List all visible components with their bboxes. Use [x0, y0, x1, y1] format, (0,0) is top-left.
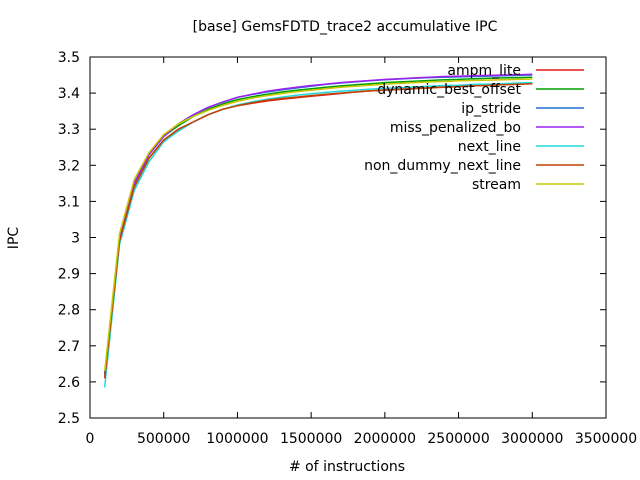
- series-line-dynamic-best-offset: [103, 76, 533, 375]
- y-tick-label: 2.9: [58, 267, 80, 283]
- x-tick-label: 3000000: [501, 431, 563, 447]
- y-tick-label: 3.2: [58, 158, 80, 174]
- series-line-stream: [103, 78, 533, 372]
- legend-label: next_line: [458, 139, 521, 155]
- legend-label: non_dummy_next_line: [364, 158, 521, 174]
- x-tick-label: 500000: [137, 431, 190, 447]
- legend-label: dynamic_best_offset: [377, 82, 521, 98]
- y-tick-label: 2.6: [58, 375, 80, 391]
- y-tick-label: 3.5: [58, 50, 80, 66]
- series-line-non-dummy-next-line: [103, 82, 533, 379]
- y-tick-label: 3: [71, 231, 80, 247]
- y-tick-label: 2.7: [58, 339, 80, 355]
- x-tick-label: 0: [86, 431, 95, 447]
- plot-lines: [103, 73, 533, 388]
- y-tick-label: 3.1: [58, 194, 80, 210]
- plot-frame: [89, 56, 607, 419]
- legend: ampm_lite dynamic_best_offset ip_stridemis…: [364, 63, 584, 193]
- x-tick-label: 2500000: [427, 431, 489, 447]
- x-tick-label: 1000000: [206, 431, 268, 447]
- x-tick-label: 1500000: [280, 431, 342, 447]
- y-axis-label: IPC: [6, 227, 22, 250]
- legend-label: ampm_lite: [447, 63, 521, 79]
- x-tick-label: 3500000: [575, 431, 637, 447]
- y-tick-label: 2.5: [58, 411, 80, 427]
- series-line-next-line: [103, 81, 533, 388]
- chart-title: [base] GemsFDTD_trace2 accumulative IPC: [193, 19, 498, 35]
- legend-label: miss_penalized_bo: [390, 120, 521, 136]
- y-tick-label: 2.8: [58, 303, 80, 319]
- x-axis: 0 500000 1000000 1500000 2000000 2500000 30000…: [86, 57, 637, 447]
- legend-label: ip_stride: [461, 101, 521, 117]
- x-axis-label: # of instructions: [289, 459, 405, 475]
- y-axis: 2.5 2.6 2.7 2.8 2.9 3 3.1 3.2 3.3 3.4 3.5: [58, 50, 606, 427]
- y-tick-label: 3.4: [58, 86, 80, 102]
- legend-label: stream: [472, 177, 521, 193]
- x-tick-label: 2000000: [354, 431, 416, 447]
- y-tick-label: 3.3: [58, 122, 80, 138]
